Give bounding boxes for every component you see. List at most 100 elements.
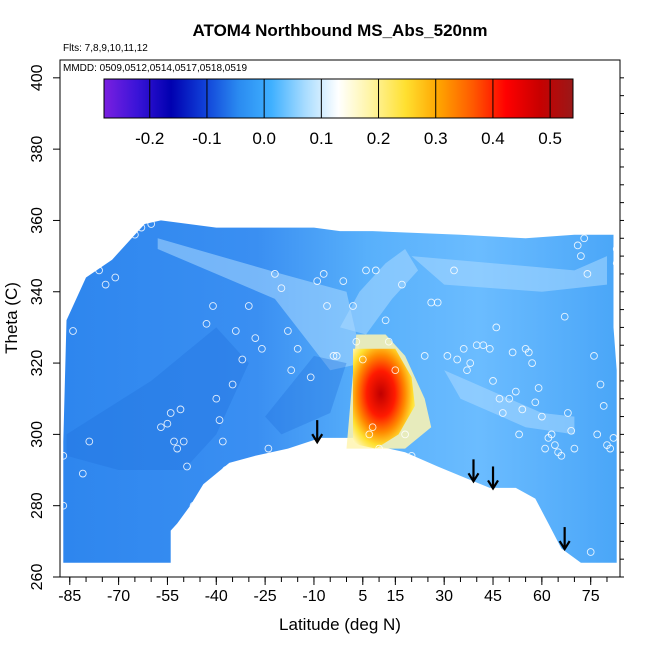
colorbar-tick-label: 0.0 [252,129,276,148]
sample-point [534,384,543,392]
sample-point [560,312,569,321]
sample-point [215,416,224,424]
sample-point [495,394,504,403]
sample-point [277,284,286,293]
sample-point [384,337,393,346]
sample-point [577,252,585,260]
sample-point [371,266,380,275]
sample-point [420,352,429,360]
sample-point [505,394,514,403]
y-tick-label: 300 [29,421,46,448]
sample-point [564,409,572,417]
x-tick-label: 75 [582,588,600,605]
sample-point [593,430,602,439]
sample-point [459,344,468,353]
sample-point [407,451,416,460]
sample-point [218,437,227,446]
sample-point [349,302,357,310]
dates-note: MMDD: 0509,0512,0514,0517,0518,0519 [63,63,247,74]
sample-point [231,327,240,335]
sample-point [511,387,520,396]
x-tick-label: 15 [386,588,404,605]
heatmap-streak [340,249,419,335]
colorbar-tick-label: 0.5 [538,129,562,148]
sample-point [222,466,230,474]
y-tick-label: 260 [29,564,46,591]
sample-point [466,359,475,367]
sample-point [69,327,77,335]
heatmap-streak [411,256,607,292]
sample-point [251,334,260,342]
sample-point [60,501,68,510]
colorbar-tick-label: -0.1 [192,129,221,148]
x-tick-label: -55 [156,588,179,605]
sample-point [538,412,546,421]
y-tick-label: 280 [29,492,46,519]
sample-point [287,366,296,375]
x-axis: -85 -70 -55 -40 -25 -10 5 15 30 45 60 75 [58,577,608,605]
sample-point [258,344,266,353]
sample-point [319,270,328,278]
sample-point [596,380,605,389]
y-tick-label: 380 [29,136,46,163]
x-tick-label: -70 [107,588,130,605]
sample-point [170,437,178,446]
sample-point [163,419,172,428]
sample-point [323,302,331,310]
sample-point [498,409,507,417]
sample-point [508,348,517,357]
sample-point [101,280,110,289]
sample-point [573,241,582,250]
sample-point [147,220,156,228]
sample-point [551,441,559,449]
sample-point [612,245,620,253]
sample-point [271,270,279,278]
sample-point [85,437,94,446]
y-tick-label: 320 [29,350,46,377]
sample-point [186,512,195,521]
sample-point [479,341,488,350]
sample-point [528,359,536,367]
sample-point [332,352,341,360]
sample-point [557,451,566,460]
sample-point [375,444,383,453]
colorbar: -0.2 -0.1 0.0 0.1 0.2 0.3 0.4 0.5 [103,78,574,148]
sample-point [489,377,497,385]
colorbar-tick-label: 0.3 [424,129,448,148]
sample-point [244,302,253,310]
colorbar-tick-label: -0.2 [135,129,164,148]
sample-point [176,405,185,414]
y-axis: 260 280 300 320 340 360 380 400 [29,64,624,590]
sample-point [492,323,501,332]
sample-point [547,430,556,439]
arrow-head [467,472,480,484]
colorbar-tick-label: 0.4 [481,129,505,148]
y-tick-label: 360 [29,207,46,234]
sample-point [590,352,598,360]
heatmap-base [63,220,617,563]
heatmap-dark-zone [265,355,347,435]
x-tick-label: -40 [205,588,228,605]
sample-point [599,402,608,410]
x-tick-label: 5 [358,588,367,605]
heatmap-field [63,220,617,563]
colorbar-tick-label: 0.1 [310,129,334,148]
sample-point [183,462,191,471]
hotspot-core [353,348,415,449]
sample-point [453,355,462,364]
heatmap-streak [157,238,363,371]
sample-point [567,426,576,435]
sample-point [391,366,400,375]
sample-point [580,234,589,243]
y-tick-label: 340 [29,278,46,305]
sample-point [433,298,442,307]
sample-point [60,451,68,460]
sample-point [518,405,527,414]
sample-point [284,327,292,335]
chart-title: ATOM4 Northbound MS_Abs_520nm [192,21,487,40]
arrow-head [311,433,324,445]
sample-point [95,266,103,275]
sample-point [78,469,87,478]
sample-point [264,444,273,453]
